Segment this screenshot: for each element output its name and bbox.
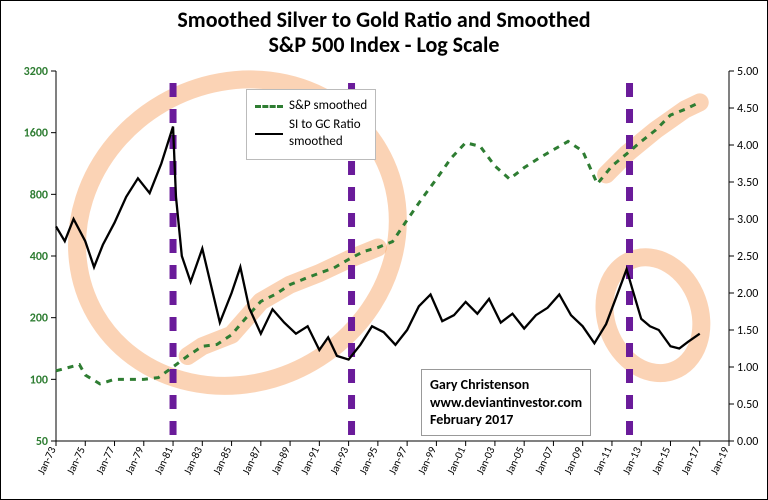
svg-text:50: 50 <box>36 435 48 449</box>
legend-swatch <box>255 133 283 135</box>
plot-area: Jan-73Jan-75Jan-77Jan-79Jan-81Jan-83Jan-… <box>56 71 727 439</box>
svg-text:Jan-83: Jan-83 <box>181 444 205 476</box>
chart-frame: Smoothed Silver to Gold Ratio and Smooth… <box>0 0 768 500</box>
svg-text:1.00: 1.00 <box>737 361 758 375</box>
svg-text:4.50: 4.50 <box>737 102 758 116</box>
legend-item: SI to GC Ratiosmoothed <box>255 117 367 151</box>
svg-text:Jan-73: Jan-73 <box>35 444 59 476</box>
svg-text:Jan-05: Jan-05 <box>503 445 527 477</box>
svg-text:5.00: 5.00 <box>737 65 758 79</box>
chart-svg: Jan-73Jan-75Jan-77Jan-79Jan-81Jan-83Jan-… <box>56 71 727 439</box>
title-line-1: Smoothed Silver to Gold Ratio and Smooth… <box>177 6 590 33</box>
svg-text:Jan-95: Jan-95 <box>357 445 381 477</box>
svg-text:Jan-75: Jan-75 <box>64 445 88 477</box>
attribution-line: Gary Christenson <box>430 376 582 394</box>
svg-text:Jan-81: Jan-81 <box>152 444 176 476</box>
legend: S&P smoothed SI to GC Ratiosmoothed <box>246 89 376 160</box>
svg-text:200: 200 <box>30 312 48 326</box>
attribution-box: Gary Christensonwww.deviantinvestor.comF… <box>421 369 591 436</box>
svg-text:Jan-77: Jan-77 <box>93 444 117 476</box>
svg-text:0.00: 0.00 <box>737 435 758 449</box>
legend-swatch <box>255 105 283 108</box>
svg-text:4.00: 4.00 <box>737 139 758 153</box>
svg-text:Jan-13: Jan-13 <box>620 444 644 476</box>
legend-item: S&P smoothed <box>255 98 367 115</box>
svg-text:800: 800 <box>30 188 48 202</box>
legend-label: SI to GC Ratiosmoothed <box>289 117 361 151</box>
svg-text:Jan-99: Jan-99 <box>415 444 439 476</box>
svg-text:Jan-89: Jan-89 <box>269 444 293 476</box>
svg-text:Jan-19: Jan-19 <box>708 444 732 476</box>
attribution-line: www.deviantinvestor.com <box>430 394 582 412</box>
legend-label: S&P smoothed <box>289 98 367 115</box>
svg-text:1.50: 1.50 <box>737 324 758 338</box>
svg-text:Jan-93: Jan-93 <box>327 444 351 476</box>
svg-text:100: 100 <box>30 373 48 387</box>
svg-text:Jan-03: Jan-03 <box>474 444 498 476</box>
svg-text:3.50: 3.50 <box>737 176 758 190</box>
highlight-layer <box>21 21 717 444</box>
svg-text:Jan-85: Jan-85 <box>210 445 234 477</box>
svg-text:Jan-91: Jan-91 <box>298 444 322 476</box>
svg-text:Jan-15: Jan-15 <box>649 445 673 477</box>
svg-text:Jan-11: Jan-11 <box>591 444 615 476</box>
svg-text:2.00: 2.00 <box>737 287 758 301</box>
title-line-2: S&P 500 Index - Log Scale <box>268 31 499 58</box>
svg-text:Jan-79: Jan-79 <box>122 444 146 476</box>
svg-text:1600: 1600 <box>24 127 48 141</box>
svg-text:400: 400 <box>30 250 48 264</box>
svg-text:2.50: 2.50 <box>737 250 758 264</box>
chart-title: Smoothed Silver to Gold Ratio and Smooth… <box>1 7 767 58</box>
svg-text:Jan-17: Jan-17 <box>678 444 702 476</box>
svg-text:Jan-09: Jan-09 <box>561 444 585 476</box>
svg-text:0.50: 0.50 <box>737 398 758 412</box>
svg-text:3.00: 3.00 <box>737 213 758 227</box>
svg-text:Jan-07: Jan-07 <box>532 444 556 476</box>
attribution-line: February 2017 <box>430 411 582 429</box>
svg-text:3200: 3200 <box>24 65 48 79</box>
svg-text:Jan-87: Jan-87 <box>239 444 263 476</box>
svg-text:Jan-01: Jan-01 <box>444 444 468 476</box>
svg-text:Jan-97: Jan-97 <box>386 444 410 476</box>
